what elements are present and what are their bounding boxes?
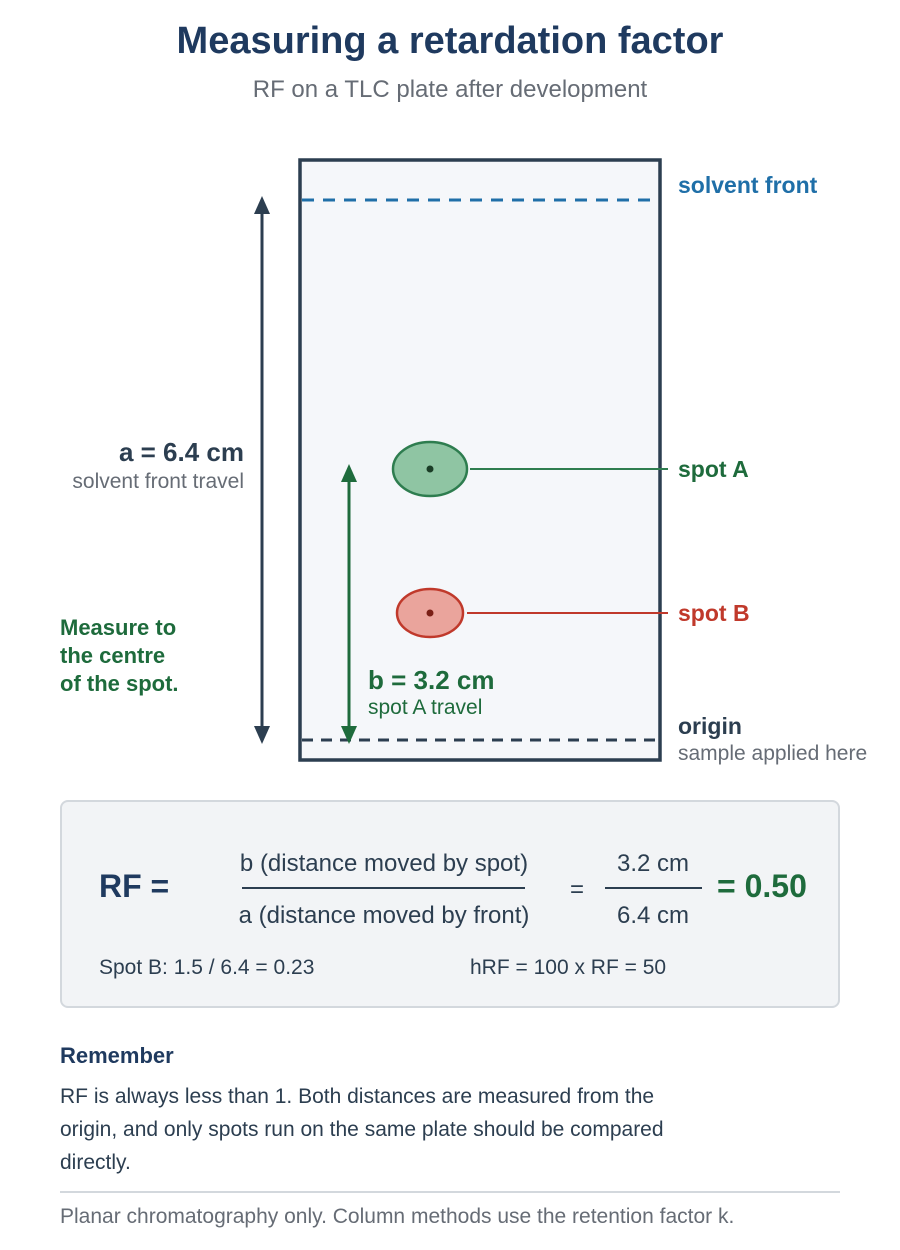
page-title: Measuring a retardation factor (176, 20, 724, 62)
formula-lhs: RF = (99, 868, 170, 904)
formula-box: RF = b (distance moved by spot) a (dista… (60, 800, 840, 1008)
origin-label: origin (678, 713, 742, 739)
formula-num-value: 3.2 cm (616, 850, 690, 877)
dimension-a-arrow (254, 196, 270, 744)
dimension-b-label: b = 3.2 cm (368, 665, 495, 695)
dimension-a-sub: solvent front travel (72, 470, 244, 493)
hrf-calculation: hRF = 100 x RF = 50 (470, 956, 667, 979)
measure-note: Measure to the centre of the spot. (60, 614, 179, 698)
fraction-bar (605, 887, 702, 889)
origin-sub-label: sample applied here (678, 742, 868, 765)
measure-note-line: of the spot. (60, 671, 179, 696)
formula-numerator: b (distance moved by spot) (239, 850, 529, 877)
measure-note-line: Measure to (60, 615, 177, 640)
tlc-plate (298, 158, 662, 762)
spot-b-label: spot B (678, 600, 750, 626)
dimension-b-sub: spot A travel (368, 696, 483, 719)
footer-note: Planar chromatography only. Column metho… (60, 1205, 735, 1228)
formula-result: = 0.50 (717, 868, 807, 904)
page-subtitle: RF on a TLC plate after development (252, 76, 648, 103)
dimension-a-label: a = 6.4 cm (118, 437, 244, 467)
formula-equals: = (570, 876, 585, 903)
spot-a-centre (426, 465, 434, 473)
spot-b-calculation: Spot B: 1.5 / 6.4 = 0.23 (99, 956, 315, 979)
divider (60, 1191, 840, 1193)
spot-a-label: spot A (678, 456, 749, 482)
solvent-front-label: solvent front (678, 172, 818, 198)
spot-b-centre (426, 609, 434, 617)
tlc-plate-diagram (254, 158, 668, 762)
formula-denominator: a (distance moved by front) (238, 902, 530, 929)
remember-heading: Remember (60, 1043, 174, 1068)
formula-den-value: 6.4 cm (616, 902, 690, 929)
dimension-b-arrow (341, 464, 357, 744)
measure-note-line: the centre (60, 643, 166, 668)
remember-text: RF is always less than 1. Both distances… (60, 1085, 664, 1174)
fraction-bar (242, 887, 525, 889)
